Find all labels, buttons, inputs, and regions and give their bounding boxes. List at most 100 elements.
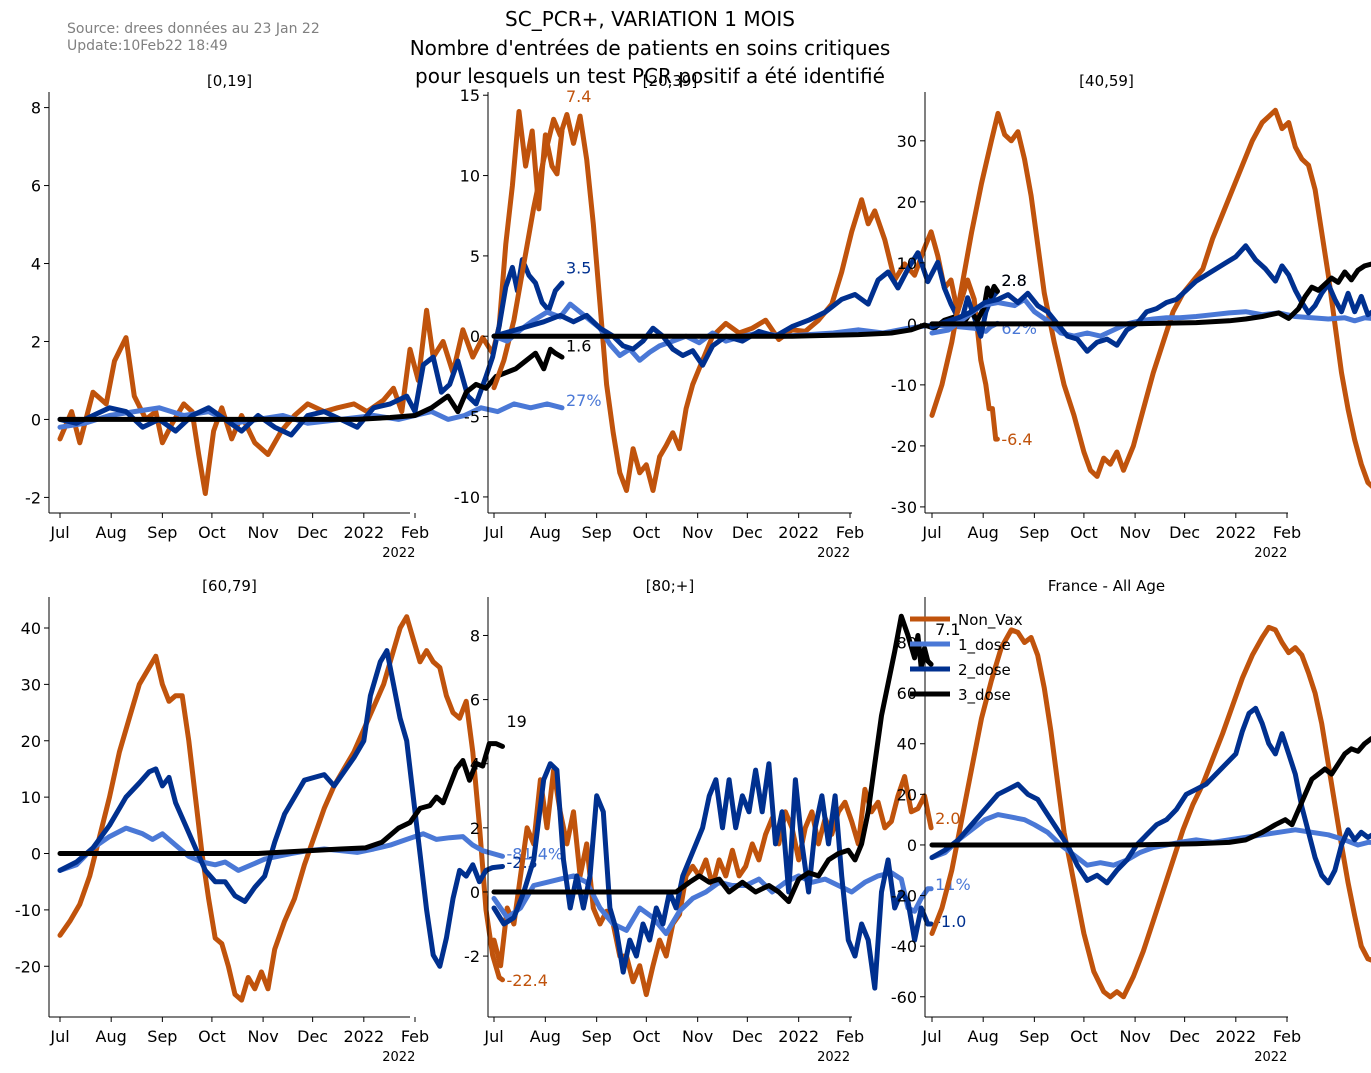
x-tick-label: Nov [247,1027,278,1046]
x-tick-label: Dec [732,523,763,542]
x-tick-label: Nov [682,523,713,542]
y-tick-label: 0 [470,327,480,346]
end-value-label: -1.0 [935,912,966,931]
legend-label: 2_dose [958,661,1011,680]
x-tick-label: Sep [582,1027,612,1046]
x-tick-label: Aug [968,523,999,542]
x-tick-label: 2022 [343,523,384,542]
x-tick-label: Jul [49,523,69,542]
y-tick-label: 10 [460,167,480,186]
y-tick-label: 0 [907,315,917,334]
x-tick-label: Feb [401,1027,429,1046]
y-tick-label: -2 [25,488,41,507]
x-tick-label: Sep [1019,523,1049,542]
x-tick-label: Feb [1273,523,1301,542]
x-tick-label: Aug [530,1027,561,1046]
x-tick-label: Feb [401,523,429,542]
y-tick-label: 80 [897,634,917,653]
chart-panel-6: France - All Age -60 -40 -20 0 20 40 60 80 Jul Aug… [891,577,1371,1065]
y-tick-label: -10 [15,901,41,920]
y-tick-label: -20 [891,887,917,906]
y-tick-label: 2 [31,332,41,351]
y-tick-label: 4 [31,255,41,274]
y-tick-label: 20 [897,193,917,212]
series-line-3-dose [929,736,1371,848]
x-year-sublabel: 2022 [382,546,415,561]
y-tick-label: 30 [897,132,917,151]
series-line-2-dose [929,243,1371,354]
end-value-label: -22.4 [507,971,548,990]
series-line-3-dose [929,261,1371,327]
x-year-sublabel: 2022 [1254,546,1287,561]
x-tick-label: Oct [632,1027,660,1046]
y-tick-label: -2 [464,947,480,966]
x-tick-label: Aug [530,523,561,542]
x-tick-label: Jul [49,1027,69,1046]
x-tick-label: Oct [198,523,226,542]
series-line-non-vax [929,624,1371,1000]
x-tick-label: Nov [1119,523,1150,542]
x-tick-label: Sep [1019,1027,1049,1046]
y-tick-label: 0 [907,836,917,855]
x-tick-label: Feb [1273,1027,1301,1046]
y-tick-label: 10 [21,788,41,807]
x-year-sublabel: 2022 [1254,1050,1287,1065]
y-tick-label: -10 [891,376,917,395]
y-tick-label: 5 [470,247,480,266]
y-tick-label: 30 [21,675,41,694]
x-year-sublabel: 2022 [382,1050,415,1065]
panel-title: [0,19] [207,72,252,90]
series-line-non-vax [57,614,505,1003]
x-tick-label: Dec [1169,1027,1200,1046]
x-year-sublabel: 2022 [817,1050,850,1065]
chart-panel-3: [40,59] -30 -20 -10 0 10 20 30 Jul Aug Sep Oct Nov De… [891,72,1371,561]
panel-title: [20,39] [643,72,698,90]
end-value-label: 2.8 [1001,271,1026,290]
series-line-2-dose [929,705,1371,886]
series-line-2-dose [57,648,505,969]
x-tick-label: Jul [483,1027,503,1046]
x-tick-label: Sep [147,523,177,542]
end-value-label: -6.4 [1001,430,1032,449]
y-tick-label: 6 [31,177,41,196]
x-tick-label: Sep [582,523,612,542]
update-line: Update:10Feb22 18:49 [67,38,228,54]
y-tick-label: -40 [891,937,917,956]
x-tick-label: Aug [968,1027,999,1046]
y-tick-label: 0 [470,883,480,902]
x-tick-label: 2022 [778,523,819,542]
x-tick-label: Feb [836,523,864,542]
series-line-3-dose [57,741,505,856]
end-value-label: 11% [935,875,971,894]
x-tick-label: Dec [732,1027,763,1046]
y-tick-label: 8 [31,99,41,118]
chart-panel-2: [20,39] -10 -5 0 5 10 15 Jul Aug Sep Oct Nov Dec 2022… [454,72,1037,561]
x-tick-label: Aug [96,1027,127,1046]
legend-label: 3_dose [958,686,1011,705]
x-tick-label: Aug [96,523,127,542]
series-line-3-dose [57,346,565,422]
y-tick-label: 8 [470,626,480,645]
panel-title: [40,59] [1079,72,1134,90]
end-value-label: 19 [507,712,527,731]
y-tick-label: 2 [470,819,480,838]
series-line-3-dose [491,613,934,905]
x-tick-label: Feb [836,1027,864,1046]
end-value-label: 7.1 [935,620,960,639]
y-tick-label: 15 [460,86,480,105]
x-tick-label: Oct [632,523,660,542]
y-tick-label: -60 [891,988,917,1007]
end-value-label: 27% [566,391,602,410]
figure-title-line-1: SC_PCR+, VARIATION 1 MOIS [505,7,795,31]
x-tick-label: 2022 [1215,1027,1256,1046]
series-line-non-vax [57,109,565,496]
panel-title: [80;+] [646,577,694,595]
y-tick-label: 20 [897,785,917,804]
chart-panel-1: [0,19] -2 0 2 4 6 8 Jul Aug Sep Oct Nov Dec 2022 Feb 20… [25,72,601,561]
legend: Non_Vax 1_dose 2_dose 3_dose [910,611,1023,705]
y-tick-label: 10 [897,254,917,273]
legend-label: Non_Vax [958,611,1023,630]
y-tick-label: -20 [15,957,41,976]
